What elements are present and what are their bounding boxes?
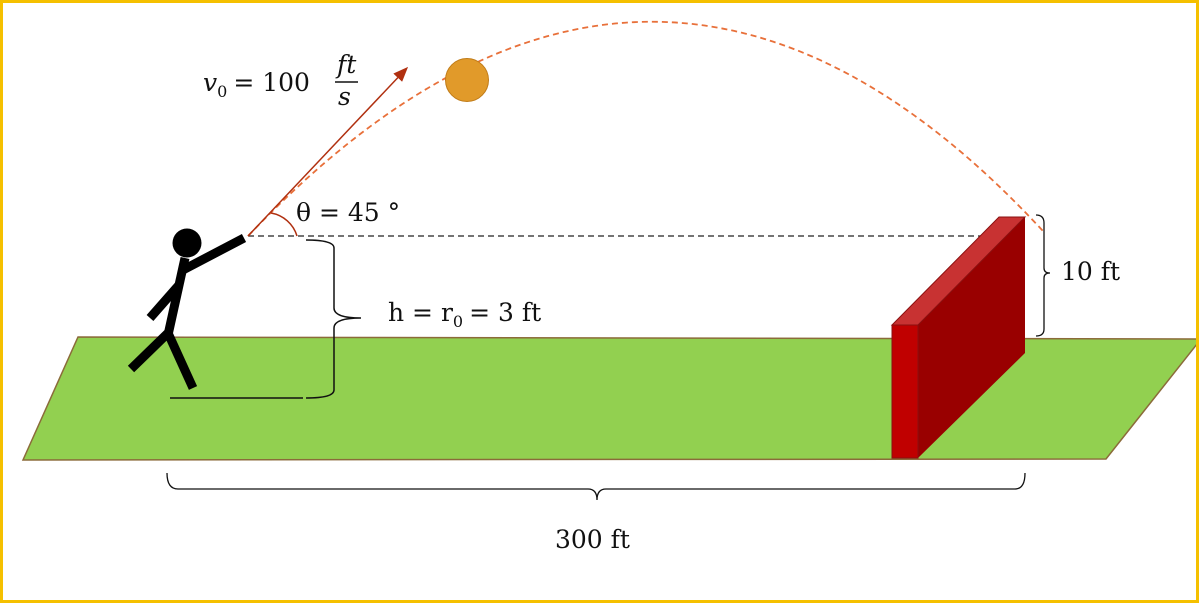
height-value: = 3 ft <box>469 298 541 327</box>
velocity-value: = 100 <box>233 68 310 97</box>
wall-height-label: 10 ft <box>1061 257 1120 286</box>
velocity-unit-numerator: ft <box>335 50 357 79</box>
projectile-diagram: v0 = 100 ft s θ = 45 ° h = r0 = 3 ft 10 ft… <box>21 20 1196 554</box>
height-subscript: 0 <box>453 312 463 331</box>
height-label: h = r0 = 3 ft <box>388 298 541 331</box>
velocity-symbol: v <box>203 68 217 97</box>
velocity-arrow <box>247 66 409 237</box>
angle-label: θ = 45 ° <box>296 198 400 227</box>
velocity-subscript: 0 <box>217 82 227 101</box>
ball <box>445 58 489 102</box>
stick-figure-thrower <box>127 228 247 390</box>
angle-arc <box>270 212 298 237</box>
distance-brace <box>166 472 1026 501</box>
height-symbol: h = r <box>388 298 453 327</box>
distance-label: 300 ft <box>555 525 630 554</box>
velocity-unit-denominator: s <box>338 82 351 111</box>
velocity-label: v0 = 100 <box>203 68 310 101</box>
wall <box>890 216 1027 459</box>
trajectory-path <box>247 20 1044 237</box>
height-brace <box>305 239 362 399</box>
wall-height-brace <box>1035 214 1051 337</box>
